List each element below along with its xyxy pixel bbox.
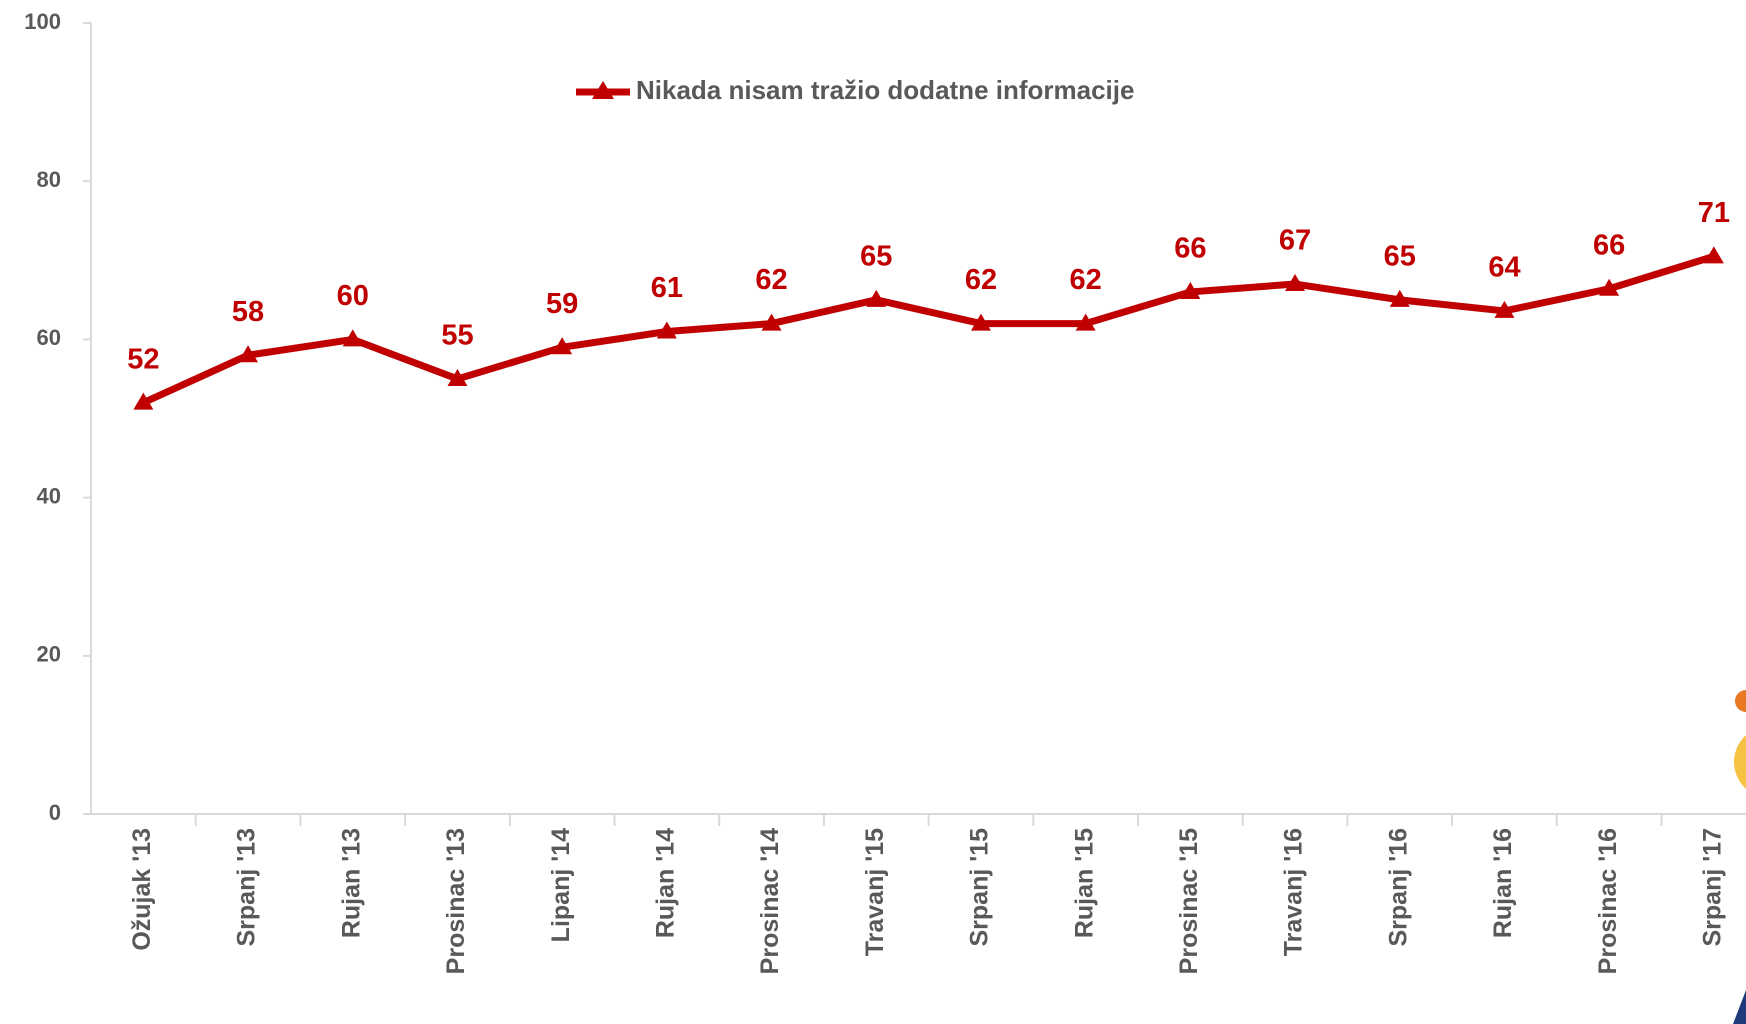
marker <box>1599 278 1620 296</box>
line <box>141 253 1715 406</box>
x-tick-label: Srpanj '17 <box>1698 828 1726 947</box>
y-tick-label: 40 <box>37 483 61 508</box>
data-label: 62 <box>1070 264 1102 296</box>
x-tick-label: Srpanj '16 <box>1384 828 1412 947</box>
marker <box>866 289 887 307</box>
marker <box>1494 300 1515 318</box>
x-tick-label: Prosinac '13 <box>442 828 470 974</box>
data-label: 61 <box>651 272 683 304</box>
marker <box>970 313 991 331</box>
x-tick-label: Rujan '14 <box>651 828 679 938</box>
x-tick-label: Ožujak '13 <box>128 828 156 951</box>
data-label: 66 <box>1593 229 1625 261</box>
logo-dot <box>1734 735 1746 789</box>
data-label: 59 <box>546 288 578 320</box>
x-tick-label: Prosinac '14 <box>756 828 784 974</box>
y-tick-label: 60 <box>37 325 61 350</box>
x-tick-label: Rujan '13 <box>337 828 365 938</box>
x-tick-label: Prosinac '15 <box>1175 828 1203 974</box>
data-label: 66 <box>1174 233 1206 265</box>
marker <box>761 313 782 331</box>
marker <box>1180 281 1201 299</box>
data-label: 71 <box>1698 197 1730 229</box>
marker <box>1285 274 1306 292</box>
x-tick-label: Rujan '16 <box>1489 828 1517 938</box>
marker <box>1389 289 1410 307</box>
data-label: 58 <box>232 296 264 328</box>
y-tick-label: 100 <box>24 9 61 34</box>
data-label: 55 <box>441 320 473 352</box>
y-tick-label: 0 <box>49 800 61 825</box>
marker <box>447 368 468 386</box>
legend-marker <box>592 81 614 99</box>
marker <box>342 329 363 347</box>
x-tick-label: Travanj '15 <box>861 828 889 956</box>
x-tick-label: Srpanj '15 <box>966 828 994 947</box>
marker <box>1703 246 1724 264</box>
x-tick-label: Srpanj '13 <box>233 828 261 947</box>
logo-shape <box>1733 990 1746 1024</box>
data-label: 67 <box>1279 225 1311 257</box>
data-label: 60 <box>337 280 369 312</box>
legend-label: Nikada nisam tražio dodatne informacije <box>636 75 1134 105</box>
y-tick-label: 80 <box>37 167 61 192</box>
x-tick-label: Lipanj '14 <box>547 828 575 942</box>
data-label: 65 <box>860 241 892 273</box>
data-label: 64 <box>1488 252 1520 284</box>
marker <box>1075 313 1096 331</box>
data-label: 62 <box>755 264 787 296</box>
y-tick-label: 20 <box>37 642 61 667</box>
data-label: 62 <box>965 264 997 296</box>
data-label: 65 <box>1384 241 1416 273</box>
x-tick-label: Rujan '15 <box>1070 828 1098 938</box>
x-tick-label: Travanj '16 <box>1280 828 1308 956</box>
data-label: 52 <box>127 343 159 375</box>
x-tick-label: Prosinac '16 <box>1594 828 1622 974</box>
marker <box>238 345 259 363</box>
marker <box>656 321 677 339</box>
logo-dot <box>1735 690 1746 712</box>
marker <box>552 337 573 355</box>
marker <box>133 392 154 410</box>
